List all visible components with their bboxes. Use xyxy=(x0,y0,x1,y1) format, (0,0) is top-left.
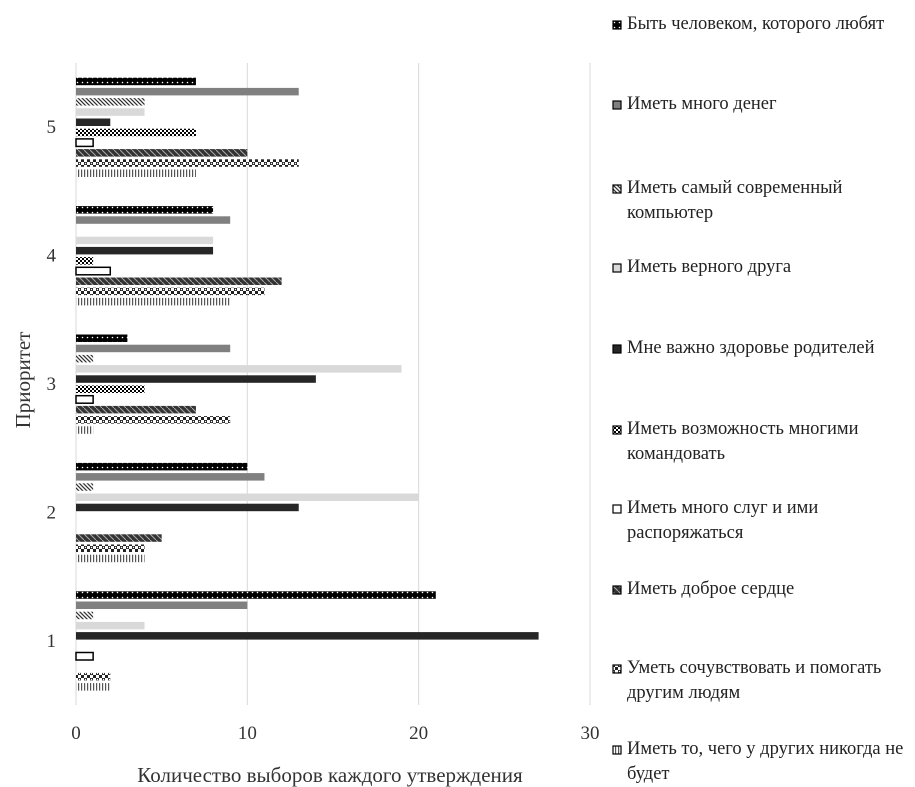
bar xyxy=(76,601,248,609)
bar xyxy=(76,334,128,342)
legend-label: Иметь самый современный компьютер xyxy=(627,178,843,223)
legend-item: Иметь возможность многими командовать xyxy=(612,417,912,467)
y-tick-label: 5 xyxy=(47,117,57,138)
bar xyxy=(76,611,94,620)
legend-label: Иметь возможность многими командовать xyxy=(627,419,859,464)
bar xyxy=(75,651,94,661)
swatch xyxy=(612,504,622,514)
bar xyxy=(76,405,196,414)
legend-item: Мне важно здоровье родителей xyxy=(612,336,912,361)
swatch xyxy=(612,745,622,755)
bar xyxy=(76,683,111,691)
legend-item: Уметь сочувствовать и помогать другим лю… xyxy=(612,656,912,706)
y-tick-label: 1 xyxy=(47,631,57,652)
bar xyxy=(76,632,539,640)
bar xyxy=(76,257,94,265)
legend-label: Иметь верного друга xyxy=(627,257,792,277)
bar xyxy=(75,266,112,276)
legend-swatch xyxy=(612,100,622,110)
bar xyxy=(76,483,94,491)
x-tick-label: 30 xyxy=(581,723,600,744)
swatch xyxy=(612,263,622,273)
bar xyxy=(76,344,231,353)
bar xyxy=(76,354,94,363)
legend-item: Иметь верного друга xyxy=(612,255,912,280)
bar xyxy=(76,462,248,471)
bar xyxy=(76,554,145,563)
bar xyxy=(76,503,299,512)
bar xyxy=(76,149,248,157)
legend-item: Иметь доброе сердце xyxy=(612,577,912,602)
y-tick-label: 2 xyxy=(47,502,57,523)
legend-item: Иметь много слуг и ими распоряжаться xyxy=(612,496,912,546)
y-tick-label: 3 xyxy=(47,374,57,395)
bar xyxy=(75,394,94,404)
legend-label: Мне важно здоровье родителей xyxy=(627,338,875,358)
legend-swatch xyxy=(612,664,622,674)
legend-swatch xyxy=(612,184,622,194)
bar xyxy=(76,365,402,373)
bar xyxy=(76,108,145,116)
bar xyxy=(76,621,145,630)
bar xyxy=(75,138,94,148)
bar xyxy=(76,287,265,296)
legend-swatch xyxy=(612,20,622,30)
swatch xyxy=(612,100,622,110)
bar xyxy=(76,98,145,106)
bar xyxy=(76,544,145,552)
x-tick-label: 0 xyxy=(71,723,81,744)
bar xyxy=(76,87,299,96)
bar xyxy=(76,416,231,424)
bar xyxy=(76,206,214,214)
legend-label: Уметь сочувствовать и помогать другим лю… xyxy=(627,658,882,703)
legend-item: Быть человеком, которого любят xyxy=(612,12,912,37)
bar xyxy=(76,159,299,167)
legend-swatch xyxy=(612,585,622,595)
bar xyxy=(76,118,111,126)
swatch xyxy=(612,184,622,194)
legend-item: Иметь то, чего у других никогда не будет xyxy=(612,737,912,787)
legend-label: Иметь много денег xyxy=(627,94,777,114)
bar xyxy=(76,375,316,383)
swatch xyxy=(612,585,622,595)
legend-label: Иметь много слуг и ими распоряжаться xyxy=(627,498,819,543)
bar xyxy=(76,236,214,245)
bar xyxy=(76,672,111,681)
legend-swatch xyxy=(612,425,622,435)
legend-swatch xyxy=(612,344,622,354)
y-tick-label: 4 xyxy=(47,246,57,267)
bar xyxy=(76,534,162,542)
swatch xyxy=(612,664,622,674)
bar xyxy=(76,277,282,285)
bar xyxy=(76,128,196,137)
legend-label: Иметь доброе сердце xyxy=(627,579,795,599)
swatch xyxy=(612,20,622,30)
bar xyxy=(76,297,231,306)
x-tick-label: 20 xyxy=(409,723,428,744)
bar xyxy=(76,246,214,255)
legend-label: Быть человеком, которого любят xyxy=(627,14,885,34)
legend-swatch xyxy=(612,745,622,755)
legend-label: Иметь то, чего у других никогда не будет xyxy=(627,739,904,784)
legend-swatch xyxy=(612,504,622,514)
swatch xyxy=(612,425,622,435)
legend-item: Иметь много денег xyxy=(612,92,912,117)
y-axis-label: Приоритет xyxy=(11,332,35,429)
bar xyxy=(76,493,419,501)
bar xyxy=(76,77,196,86)
legend-swatch xyxy=(612,263,622,273)
legend-item: Иметь самый современный компьютер xyxy=(612,176,912,226)
bar xyxy=(76,426,94,434)
bar xyxy=(76,591,436,599)
bar xyxy=(76,385,145,393)
x-tick-label: 10 xyxy=(238,723,257,744)
bar xyxy=(76,473,265,481)
bar xyxy=(76,169,196,177)
swatch xyxy=(612,344,622,354)
bar xyxy=(76,216,231,224)
x-axis-label: Количество выборов каждого утверждения xyxy=(137,763,523,787)
